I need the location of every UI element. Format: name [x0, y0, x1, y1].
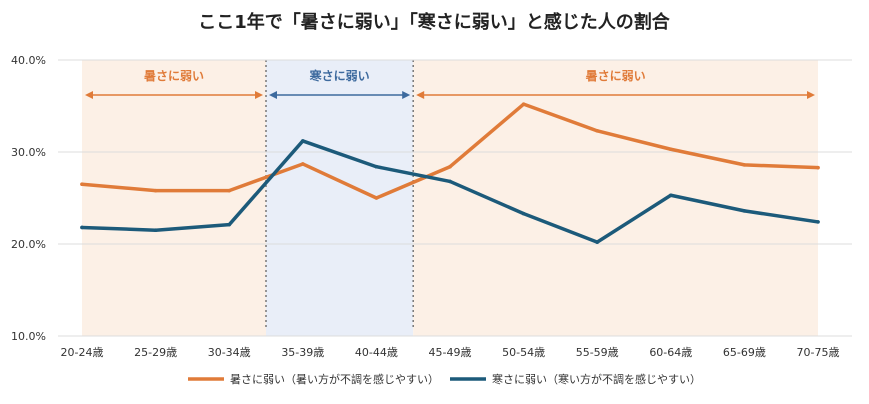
- series-layer: [80, 102, 820, 244]
- legend-label-0: 暑さに弱い（暑い方が不調を感じやすい）: [230, 372, 439, 386]
- data-point: [153, 188, 158, 193]
- x-ticks: 20-24歳 25-29歳 30-34歳 35-39歳 40-44歳 45-49歳 50-5…: [61, 346, 840, 359]
- data-point: [521, 211, 526, 216]
- x-tick-label: 50-54歳: [502, 346, 545, 359]
- data-point: [816, 165, 820, 170]
- x-tick-label: 35-39歳: [281, 346, 324, 359]
- band-label-0: 暑さに弱い: [144, 68, 204, 83]
- legend-label-1: 寒さに弱い（寒い方が不調を感じやすい）: [492, 372, 701, 386]
- x-tick-label: 60-64歳: [649, 346, 692, 359]
- data-point: [374, 196, 379, 200]
- band-label-2: 暑さに弱い: [586, 68, 646, 83]
- band-arrow-right-0: [255, 91, 263, 99]
- x-tick-label: 40-44歳: [355, 346, 398, 359]
- legend: 暑さに弱い（暑い方が不調を感じやすい） 寒さに弱い（寒い方が不調を感じやすい）: [188, 372, 701, 386]
- band-arrow-left-0: [85, 91, 93, 99]
- x-tick-label: 55-59歳: [576, 346, 619, 359]
- data-point: [816, 220, 820, 224]
- x-tick-label: 25-29歳: [134, 346, 177, 359]
- data-point: [80, 225, 84, 230]
- data-point: [742, 209, 747, 213]
- x-tick-label: 30-34歳: [208, 346, 251, 359]
- data-point: [301, 162, 305, 166]
- band-2: [413, 60, 818, 336]
- band-arrow-left-1: [269, 91, 277, 99]
- data-point: [227, 188, 231, 193]
- band-arrow-right-2: [807, 91, 815, 99]
- band-arrow-left-2: [416, 91, 425, 99]
- grid-layer: [58, 59, 852, 337]
- data-point: [669, 193, 673, 198]
- y-tick-label: 30.0%: [11, 146, 46, 159]
- data-point: [595, 240, 599, 244]
- y-tick-label: 40.0%: [11, 54, 46, 67]
- band-arrow-right-1: [402, 91, 411, 99]
- data-point: [448, 164, 452, 169]
- band-1: [266, 60, 414, 336]
- band-label-1: 寒さに弱い: [309, 68, 370, 83]
- data-point: [669, 147, 673, 152]
- bands-layer: 暑さに弱い 寒さに弱い 暑さに弱い: [82, 60, 818, 336]
- data-point: [448, 179, 452, 184]
- data-point: [595, 129, 599, 133]
- data-point: [80, 182, 84, 186]
- chart-title: ここ1年で「暑さに弱い」「寒さに弱い」と感じた人の割合: [198, 11, 671, 33]
- y-ticks: 10.0% 20.0% 30.0% 40.0%: [11, 54, 46, 343]
- data-point: [227, 222, 231, 227]
- data-point: [521, 102, 526, 106]
- y-tick-label: 10.0%: [11, 330, 46, 343]
- data-point: [742, 163, 747, 167]
- data-point: [301, 139, 305, 143]
- x-tick-label: 45-49歳: [429, 346, 472, 359]
- band-0: [82, 60, 266, 336]
- y-tick-label: 20.0%: [11, 238, 46, 251]
- x-tick-label: 70-75歳: [797, 346, 840, 359]
- x-tick-label: 20-24歳: [61, 346, 104, 359]
- x-tick-label: 65-69歳: [723, 346, 766, 359]
- data-point: [153, 228, 158, 232]
- data-point: [374, 164, 379, 169]
